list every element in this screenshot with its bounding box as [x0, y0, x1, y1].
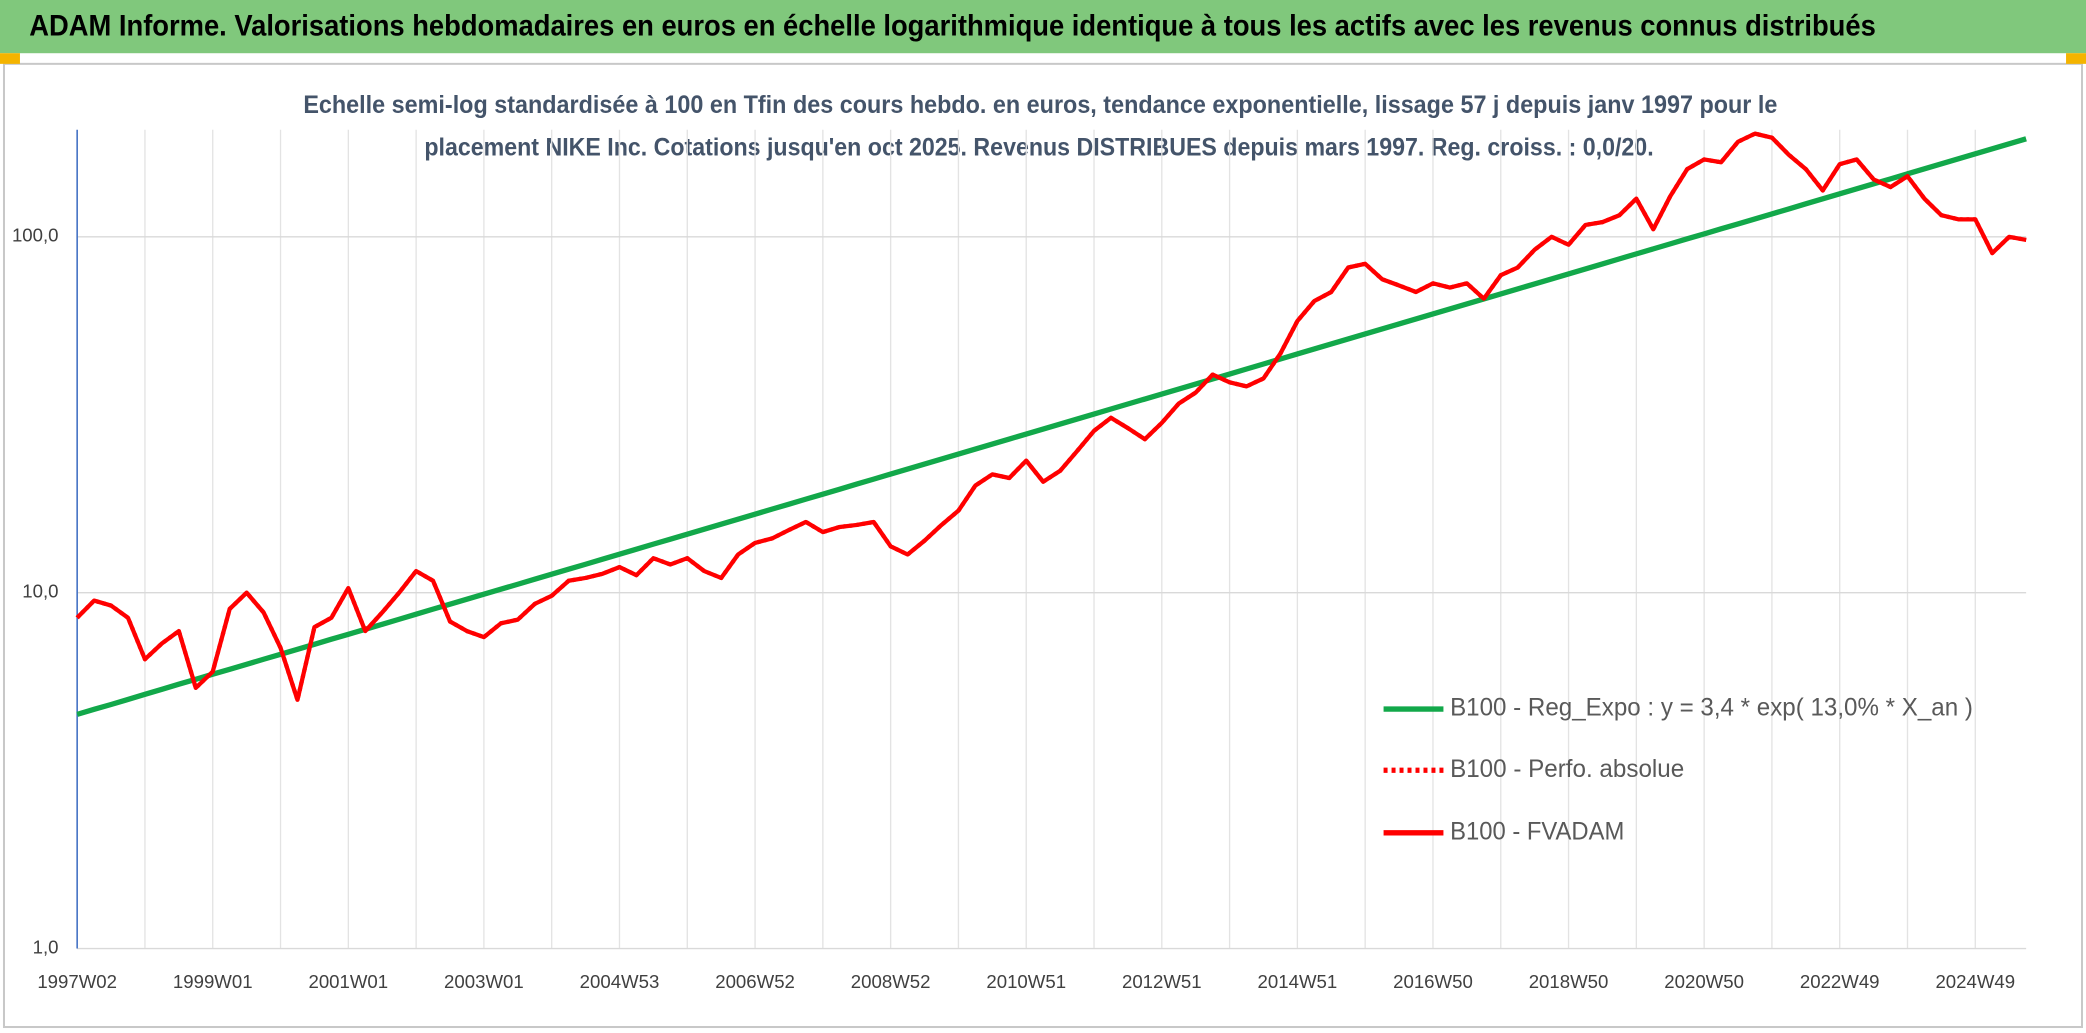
x-tick-label: 2012W51 — [1122, 971, 1202, 992]
series-line — [75, 131, 2027, 702]
x-tick-label: 2020W50 — [1664, 971, 1744, 992]
chart-subtitle: Echelle semi-log standardisée à 100 en T… — [303, 91, 1777, 119]
corner-mark — [2066, 53, 2086, 64]
x-tick-label: 1999W01 — [173, 971, 253, 992]
x-tick-label: 2016W50 — [1393, 971, 1473, 992]
x-tick-label: 2024W49 — [1935, 971, 2015, 992]
y-tick-label: 1,0 — [33, 936, 59, 957]
legend-label: B100 - Reg_Expo : y = 3,4 * exp( 13,0% *… — [1450, 694, 1973, 722]
x-tick-label: 2003W01 — [444, 971, 524, 992]
legend-label: B100 - Perfo. absolue — [1450, 755, 1684, 783]
x-tick-label: 2022W49 — [1800, 971, 1880, 992]
x-tick-label: 2004W53 — [580, 971, 660, 992]
chart-frame — [2, 62, 2084, 1029]
x-tick-label: 2010W51 — [986, 971, 1066, 992]
x-tick-label: 2006W52 — [715, 971, 795, 992]
x-tick-label: 2018W50 — [1529, 971, 1609, 992]
corner-mark — [0, 53, 20, 64]
x-tick-label: 2014W51 — [1258, 971, 1338, 992]
plot-area: 1,0 10,0 100,0 1997W02 1999W01 2001W01 2003W01… — [12, 129, 2027, 992]
legend-label: B100 - FVADAM — [1450, 817, 1624, 845]
y-tick-label: 10,0 — [22, 581, 58, 602]
chart-subtitle: placement NIKE Inc. Cotations jusqu'en o… — [424, 134, 1653, 162]
chart-title: ADAM Informe. Valorisations hebdomadaire… — [29, 11, 1876, 43]
x-tick-label: 2001W01 — [308, 971, 388, 992]
series-line — [76, 136, 2027, 717]
header-bar — [0, 0, 2086, 54]
y-tick-label: 100,0 — [12, 225, 59, 246]
x-tick-label: 2008W52 — [851, 971, 931, 992]
x-tick-label: 1997W02 — [37, 971, 117, 992]
